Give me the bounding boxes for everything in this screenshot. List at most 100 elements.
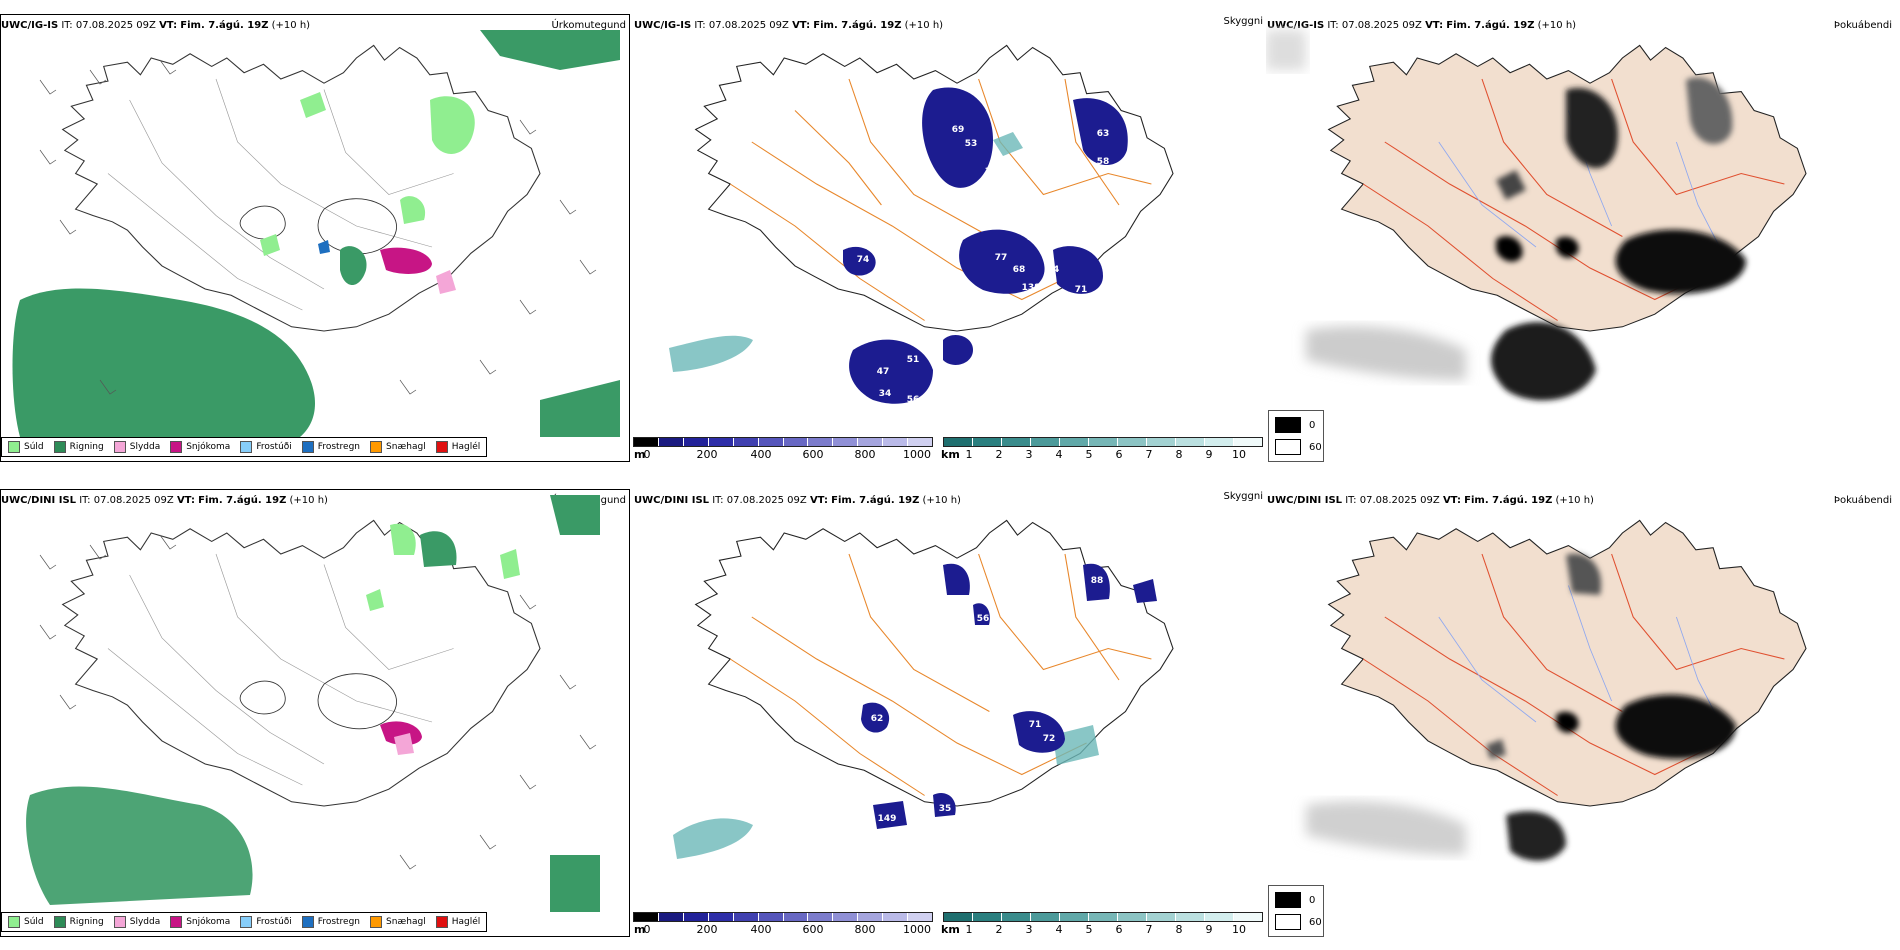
it-value: 07.08.2025 09Z: [1341, 20, 1422, 31]
vt-label: VT:: [792, 20, 811, 31]
visibility-tick: 2: [995, 923, 1003, 936]
visibility-tick: 9: [1205, 923, 1213, 936]
visibility-tick: 8: [1175, 448, 1183, 461]
precip-map: [26, 495, 600, 912]
vt-value: Fim. 7.ágú. 19Z: [198, 495, 287, 506]
legend-item-frostregn: Frostregn: [301, 441, 360, 453]
elevation-colorbar-strip: [633, 437, 933, 447]
visibility-tick: 1: [965, 923, 973, 936]
visibility-colorbar: km 1 2 3 4 5 6 7 8 9 10: [941, 437, 1263, 461]
cloud-label: 56: [977, 614, 990, 624]
cloud-label: 77: [995, 253, 1008, 263]
visibility-tick: 8: [1175, 923, 1183, 936]
precip-legend: Súld Rigning Slydda Snjókoma Frostúði Fr…: [1, 912, 488, 932]
it-value: 07.08.2025 09Z: [1359, 495, 1440, 506]
elevation-tick: 0: [643, 923, 651, 936]
elevation-tick: 1000: [903, 923, 931, 936]
visibility-map: 56 88 62 71 72 149 35 34: [673, 519, 1174, 876]
panel-header: UWC/DINI ISL IT: 07.08.2025 09Z VT: Fim.…: [1267, 495, 1594, 506]
elevation-tick: 1000: [903, 448, 931, 461]
fog-legend: 0 60: [1268, 885, 1324, 937]
elevation-unit: m: [634, 448, 646, 461]
elevation-tick: 400: [750, 923, 772, 936]
cloud-label: 58: [1097, 157, 1110, 167]
fog-legend-item: 0: [1275, 892, 1315, 908]
precip-legend: Súld Rigning Slydda Snjókoma Frostúði Fr…: [1, 437, 488, 457]
panel-precip-type-dini: UWC/DINI ISL IT: 07.08.2025 09Z VT: Fim.…: [0, 475, 632, 950]
visibility-tick: 1: [965, 448, 973, 461]
cloud-label: 62: [871, 714, 884, 724]
visibility-tick: 4: [1055, 923, 1063, 936]
panel-header: UWC/IG-IS IT: 07.08.2025 09Z VT: Fim. 7.…: [634, 20, 943, 31]
fog-legend-item: 60: [1275, 914, 1322, 930]
cloud-label: 69: [952, 125, 965, 135]
legend-item-slydda: Slydda: [113, 441, 160, 453]
fog-legend: 0 60: [1268, 410, 1324, 462]
visibility-unit: km: [941, 448, 960, 461]
visibility-tick: 7: [1145, 448, 1153, 461]
cloud-label: 68: [1013, 265, 1026, 275]
it-value: 07.08.2025 09Z: [726, 495, 807, 506]
it-label: IT:: [1327, 20, 1339, 31]
cloud-label: 138: [1022, 283, 1041, 293]
elevation-unit: m: [634, 923, 646, 936]
visibility-tick: 3: [1025, 923, 1033, 936]
legend-item-rigning: Rigning: [53, 916, 104, 928]
product-title: Skyggni: [1223, 491, 1263, 502]
lead-time: (+10 h): [1555, 495, 1594, 506]
elevation-tick: 0: [643, 448, 651, 461]
cloud-label: 53: [965, 139, 978, 149]
vt-label: VT:: [176, 495, 195, 506]
cloud-label: 97: [1027, 233, 1040, 243]
vt-value: Fim. 7.ágú. 19Z: [1464, 495, 1553, 506]
cloud-label: 77: [999, 327, 1012, 337]
elevation-colorbar-strip: [633, 912, 933, 922]
cloud-label: 54: [947, 245, 960, 255]
vt-value: Fim. 7.ágú. 19Z: [831, 495, 920, 506]
panel-header: UWC/IG-IS IT: 07.08.2025 09Z VT: Fim. 7.…: [1267, 20, 1576, 31]
fog-map: [1266, 30, 1807, 401]
visibility-colorbar-strip: [943, 912, 1263, 922]
legend-item-rigning: Rigning: [53, 441, 104, 453]
panel-precip-type-igis: UWC/IG-IS IT: 07.08.2025 09Z VT: Fim. 7.…: [0, 0, 632, 475]
product-title: Þokuábendi: [1833, 495, 1892, 506]
cloud-label: 35: [939, 804, 952, 814]
vt-value: Fim. 7.ágú. 19Z: [1446, 20, 1535, 31]
cloud-label: 74: [857, 255, 870, 265]
legend-item-snaehagl: Snæhagl: [370, 916, 426, 928]
visibility-tick: 5: [1085, 923, 1093, 936]
product-title: Úrkomutegund: [551, 20, 626, 31]
cloud-label: 64: [1047, 265, 1060, 275]
lead-time: (+10 h): [271, 20, 311, 31]
elevation-tick: 200: [696, 923, 718, 936]
panel-fog-indicator-dini: UWC/DINI ISL IT: 07.08.2025 09Z VT: Fim.…: [1266, 475, 1898, 950]
it-value: 07.08.2025 09Z: [708, 20, 789, 31]
cloud-label: 58: [1047, 169, 1060, 179]
it-label: IT:: [712, 495, 724, 506]
vt-label: VT:: [1442, 495, 1461, 506]
product-title: Þokuábendi: [1833, 20, 1892, 31]
elevation-tick: 400: [750, 448, 772, 461]
visibility-tick: 4: [1055, 448, 1063, 461]
panel-header: UWC/DINI ISL IT: 07.08.2025 09Z VT: Fim.…: [1, 495, 328, 506]
visibility-tick: 10: [1232, 448, 1246, 461]
legend-item-frostudi: Frostúði: [240, 916, 292, 928]
elevation-colorbar: m 0 200 400 600 800 1000: [633, 437, 933, 461]
visibility-map: 69 53 37 50 58 63 58 59 97 54 74 77 68 6…: [669, 44, 1174, 405]
vt-label: VT:: [809, 495, 828, 506]
cloud-label: 37: [985, 167, 998, 177]
cloud-label: 51: [907, 355, 920, 365]
legend-item-snaehagl: Snæhagl: [370, 441, 426, 453]
it-label: IT:: [79, 495, 91, 506]
vt-label: VT:: [1425, 20, 1444, 31]
model-name: UWC/IG-IS: [1267, 20, 1325, 31]
panel-visibility-igis: UWC/IG-IS IT: 07.08.2025 09Z VT: Fim. 7.…: [633, 0, 1265, 475]
visibility-tick: 10: [1232, 923, 1246, 936]
elevation-tick: 600: [802, 923, 824, 936]
vt-value: Fim. 7.ágú. 19Z: [813, 20, 902, 31]
model-name: UWC/DINI ISL: [634, 495, 710, 506]
cloud-label: 88: [1091, 576, 1104, 586]
cloud-label: 50: [971, 191, 984, 201]
fog-legend-item: 0: [1275, 417, 1315, 433]
product-title: Skyggni: [1223, 16, 1263, 27]
